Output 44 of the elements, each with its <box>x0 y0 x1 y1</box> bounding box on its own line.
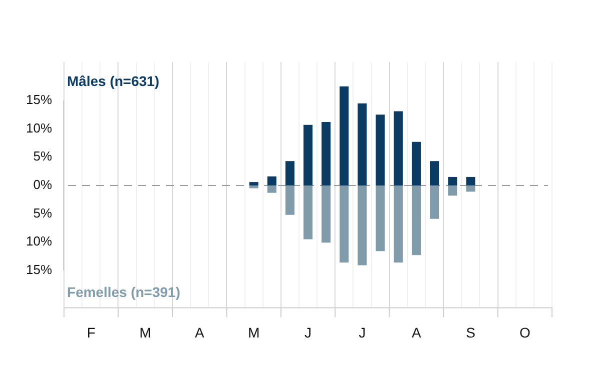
bar <box>358 103 367 186</box>
bar <box>285 185 294 215</box>
text: Femelles (n=391) <box>67 284 180 300</box>
bar <box>267 185 276 193</box>
bar <box>394 111 403 186</box>
bar <box>430 185 440 219</box>
bar <box>249 185 258 188</box>
bar <box>448 185 458 196</box>
y-tick-label: 10% <box>26 234 52 249</box>
x-tick-label: S <box>466 324 476 340</box>
bar <box>430 161 440 186</box>
bar <box>249 182 258 186</box>
bar <box>412 142 421 186</box>
y-tick-label: 0% <box>33 177 52 192</box>
bar <box>376 185 385 252</box>
y-tick-label: 10% <box>26 120 52 136</box>
x-tick-label: A <box>194 324 205 340</box>
bar <box>303 185 313 240</box>
x-tick-label: M <box>140 324 152 340</box>
x-tick-label: A <box>412 324 422 340</box>
bar <box>376 114 385 186</box>
bar <box>448 176 458 186</box>
bar <box>358 185 367 266</box>
x-tick-label: J <box>358 324 366 340</box>
x-tick-label: O <box>519 324 530 340</box>
bar <box>340 185 349 262</box>
bar <box>466 185 476 192</box>
x-tick-label: F <box>86 324 96 340</box>
bar <box>394 185 403 262</box>
bar <box>322 185 331 243</box>
x-tick-label: M <box>248 324 260 340</box>
bar <box>267 176 276 186</box>
y-tick-label: 15% <box>26 262 52 277</box>
bar <box>285 161 294 186</box>
bar <box>412 185 421 256</box>
y-tick-label: 5% <box>33 205 52 220</box>
text: Mâles (n=631) <box>67 72 160 89</box>
x-tick-label: J <box>304 324 312 340</box>
y-tick-label: 5% <box>33 148 52 164</box>
bar <box>466 176 476 186</box>
bar <box>303 124 313 186</box>
y-tick-label: 15% <box>26 92 52 108</box>
bar <box>340 86 349 186</box>
bar <box>322 122 331 186</box>
